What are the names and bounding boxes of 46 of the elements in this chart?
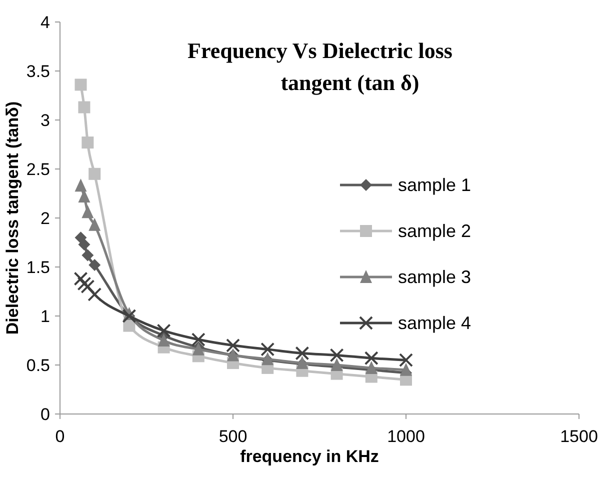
point (191, 332, 206, 347)
x-tick-label: 1500 (560, 427, 598, 446)
point (78, 238, 90, 250)
y-tick-label: 4 (40, 13, 50, 32)
y-tick-label: 0 (40, 405, 50, 424)
legend-label: sample 4 (398, 313, 472, 333)
legend-label: sample 3 (398, 267, 472, 287)
point (399, 353, 413, 368)
x-tick-label: 500 (218, 427, 248, 446)
point (82, 136, 94, 149)
point (74, 178, 87, 192)
y-tick-label: 2 (40, 209, 50, 228)
point (88, 259, 101, 272)
point (260, 342, 275, 356)
point (74, 78, 87, 91)
point (330, 348, 344, 362)
point (156, 324, 171, 338)
x-axis-title: frequency in KHz (240, 447, 379, 466)
legend-label: sample 2 (398, 221, 472, 241)
point (364, 351, 378, 366)
legend-label: sample 1 (398, 175, 472, 195)
point (88, 218, 101, 231)
y-tick-label: 3.5 (26, 62, 50, 81)
y-axis-title: Dielectric loss tangent (tanδ) (3, 101, 22, 335)
point (400, 362, 412, 376)
point (78, 101, 90, 114)
x-tick-label: 1000 (387, 427, 425, 446)
point (365, 360, 378, 374)
x-tick-label: 0 (55, 427, 65, 446)
y-tick-label: 1 (40, 307, 50, 326)
point (88, 287, 102, 302)
point (74, 272, 88, 286)
point (82, 249, 94, 262)
point (226, 338, 240, 352)
text: Frequency Vs Dielectric loss tangent (tan δ) (188, 38, 453, 95)
point (330, 358, 343, 371)
point (88, 168, 101, 180)
point (74, 232, 87, 244)
y-tick-label: 3 (40, 111, 50, 130)
point (123, 320, 136, 332)
y-tick-label: 2.5 (26, 160, 50, 179)
point (295, 346, 310, 360)
point (82, 205, 94, 218)
y-tick-label: 1.5 (26, 258, 50, 277)
point (158, 334, 170, 346)
y-tick-label: 0.5 (26, 356, 50, 375)
